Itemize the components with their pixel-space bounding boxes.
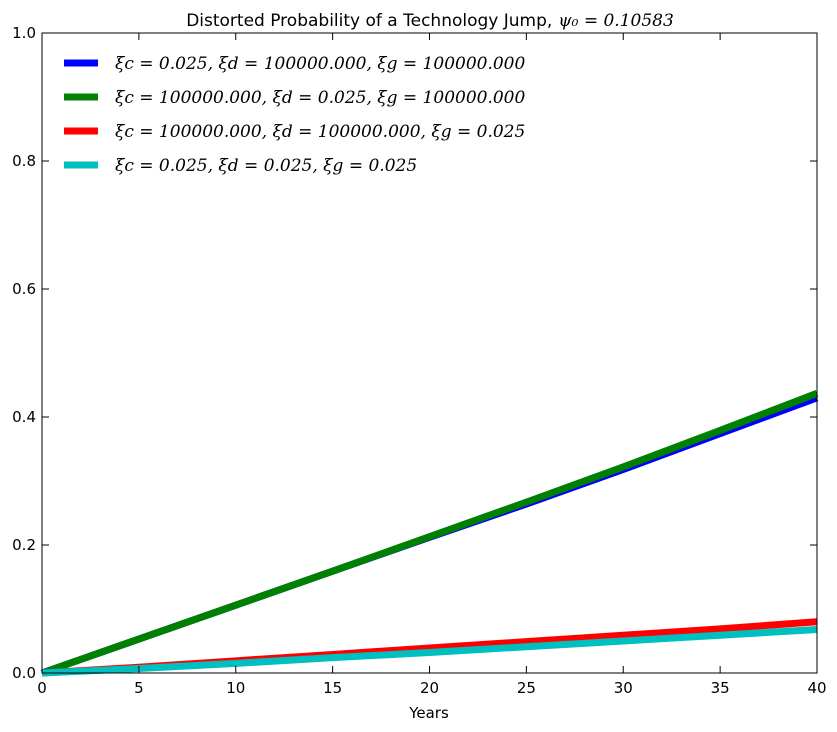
legend-label-3: ξc = 0.025, ξd = 0.025, ξg = 0.025 — [115, 156, 417, 176]
x-tick-label-2: 10 — [226, 679, 245, 697]
x-tick-label-3: 15 — [323, 679, 342, 697]
chart-title: Distorted Probability of a Technology Ju… — [186, 11, 674, 31]
chart-title-text: Distorted Probability of a Technology Ju… — [186, 11, 552, 31]
y-tick-label-5: 1.0 — [12, 24, 36, 42]
y-tick-label-2: 0.4 — [12, 408, 36, 426]
legend-label-0: ξc = 0.025, ξd = 100000.000, ξg = 100000… — [115, 54, 525, 74]
series-layer — [40, 390, 819, 677]
series-line-3 — [41, 625, 818, 677]
x-tick-label-8: 40 — [807, 679, 826, 697]
chart-title-math: ψ₀ = 0.10583 — [558, 11, 674, 31]
series-line-1 — [40, 390, 819, 677]
x-tick-label-5: 25 — [517, 679, 536, 697]
legend: ξc = 0.025, ξd = 100000.000, ξg = 100000… — [64, 54, 525, 176]
legend-label-2: ξc = 100000.000, ξd = 100000.000, ξg = 0… — [115, 122, 525, 142]
y-tick-label-0: 0.0 — [12, 664, 36, 682]
y-tick-label-3: 0.6 — [12, 280, 36, 298]
x-tick-label-0: 0 — [37, 679, 47, 697]
x-tick-label-7: 35 — [711, 679, 730, 697]
legend-label-1: ξc = 100000.000, ξd = 0.025, ξg = 100000… — [115, 88, 525, 108]
tick-layer: 0 5 10 15 20 25 30 35 40 0.0 0.2 0.4 0.6 0.8 1.0 — [12, 24, 826, 697]
x-tick-label-6: 30 — [614, 679, 633, 697]
y-tick-label-1: 0.2 — [12, 536, 36, 554]
x-axis-label: Years — [408, 704, 449, 722]
x-tick-label-1: 5 — [134, 679, 144, 697]
x-tick-label-4: 20 — [420, 679, 439, 697]
y-tick-label-4: 0.8 — [12, 152, 36, 170]
